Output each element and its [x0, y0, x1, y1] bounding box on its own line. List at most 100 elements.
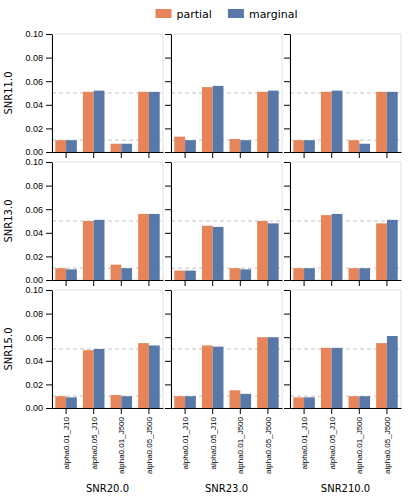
- y-axis: 0.000.020.040.060.080.10: [25, 29, 52, 157]
- tick-mark: [165, 34, 171, 35]
- tick-label: alpha0.05_J10: [89, 416, 98, 469]
- tick: alpha0.05_J500: [264, 408, 273, 474]
- axis-line: [171, 35, 172, 153]
- legend-label: marginal: [249, 8, 298, 21]
- bar: [304, 268, 315, 280]
- bar: [268, 223, 279, 280]
- bar: [387, 92, 398, 152]
- tick: alpha0.01_J10: [62, 408, 71, 470]
- bar: [349, 140, 360, 152]
- tick: 0.06: [25, 77, 52, 87]
- axis-line: [172, 152, 283, 153]
- tick-mark: [267, 408, 268, 414]
- bar: [111, 265, 122, 280]
- y-axis: 0.000.020.040.060.080.10: [25, 157, 52, 285]
- bar: [257, 221, 268, 280]
- tick-mark: [284, 128, 290, 129]
- plot-frame: [171, 162, 282, 280]
- tick: 0.02: [25, 380, 52, 390]
- tick: [284, 34, 290, 35]
- bar: [94, 349, 105, 408]
- tick-mark: [165, 384, 171, 385]
- tick: [165, 256, 171, 257]
- bar: [55, 268, 66, 280]
- tick-label: 0.04: [25, 228, 43, 238]
- tick-mark: [121, 152, 122, 158]
- bar: [202, 87, 213, 152]
- bar: [149, 92, 160, 152]
- tick: [240, 280, 241, 286]
- bar: [230, 390, 241, 408]
- bar: [202, 345, 213, 408]
- tick-mark: [148, 280, 149, 286]
- panel: [165, 34, 283, 158]
- tick: [93, 280, 94, 286]
- bar: [138, 343, 149, 408]
- bar: [376, 92, 387, 152]
- panel: [165, 162, 283, 286]
- bar: [149, 345, 160, 408]
- axis-line: [171, 291, 172, 409]
- tick: [240, 152, 241, 158]
- bar: [94, 220, 105, 280]
- bar: [138, 214, 149, 280]
- bar: [83, 92, 94, 152]
- x-axis: [53, 152, 164, 158]
- tick-mark: [66, 280, 67, 286]
- tick-label: 0.04: [25, 100, 43, 110]
- tick: 0.10: [25, 29, 52, 39]
- tick-mark: [284, 337, 290, 338]
- axis-line: [291, 408, 402, 409]
- y-axis: [165, 35, 172, 153]
- tick: 0.06: [25, 205, 52, 215]
- bar: [83, 221, 94, 280]
- bar: [213, 347, 224, 408]
- x-axis: [291, 280, 402, 286]
- bar: [321, 348, 332, 408]
- axis-line: [172, 408, 283, 409]
- axis-line: [291, 152, 402, 153]
- bar: [359, 144, 370, 152]
- y-axis: [284, 35, 291, 153]
- tick: alpha0.01_J500: [117, 408, 126, 474]
- bar: [387, 220, 398, 280]
- plot-area: [171, 86, 282, 152]
- tick: 0.06: [25, 333, 52, 343]
- bar: [268, 91, 279, 152]
- tick-mark: [359, 408, 360, 414]
- tick-label: 0.10: [25, 285, 43, 295]
- plot-area: [52, 214, 163, 280]
- bar: [332, 348, 343, 408]
- tick-mark: [267, 280, 268, 286]
- bar: [202, 226, 213, 280]
- tick-mark: [165, 209, 171, 210]
- tick: [165, 186, 171, 187]
- tick-mark: [165, 128, 171, 129]
- tick: [165, 233, 171, 234]
- tick: [284, 209, 290, 210]
- tick-mark: [165, 361, 171, 362]
- tick: [331, 280, 332, 286]
- tick: 0.00: [25, 275, 52, 285]
- plot-frame: [52, 290, 163, 408]
- bar: [349, 396, 360, 408]
- axis-line: [53, 280, 164, 281]
- panel: [284, 162, 402, 286]
- bar: [332, 91, 343, 152]
- tick: [165, 408, 171, 409]
- tick: [359, 280, 360, 286]
- plot-frame: [52, 162, 163, 280]
- tick-mark: [212, 280, 213, 286]
- tick: 0.04: [25, 228, 52, 238]
- tick: 0.10: [25, 157, 52, 167]
- legend-swatch: [155, 9, 171, 18]
- tick: [165, 314, 171, 315]
- tick: [165, 290, 171, 291]
- tick: [386, 280, 387, 286]
- tick-mark: [46, 280, 52, 281]
- tick-label: 0.00: [25, 275, 43, 285]
- tick: [284, 337, 290, 338]
- tick-mark: [165, 256, 171, 257]
- tick: 0.08: [25, 309, 52, 319]
- tick-mark: [165, 280, 171, 281]
